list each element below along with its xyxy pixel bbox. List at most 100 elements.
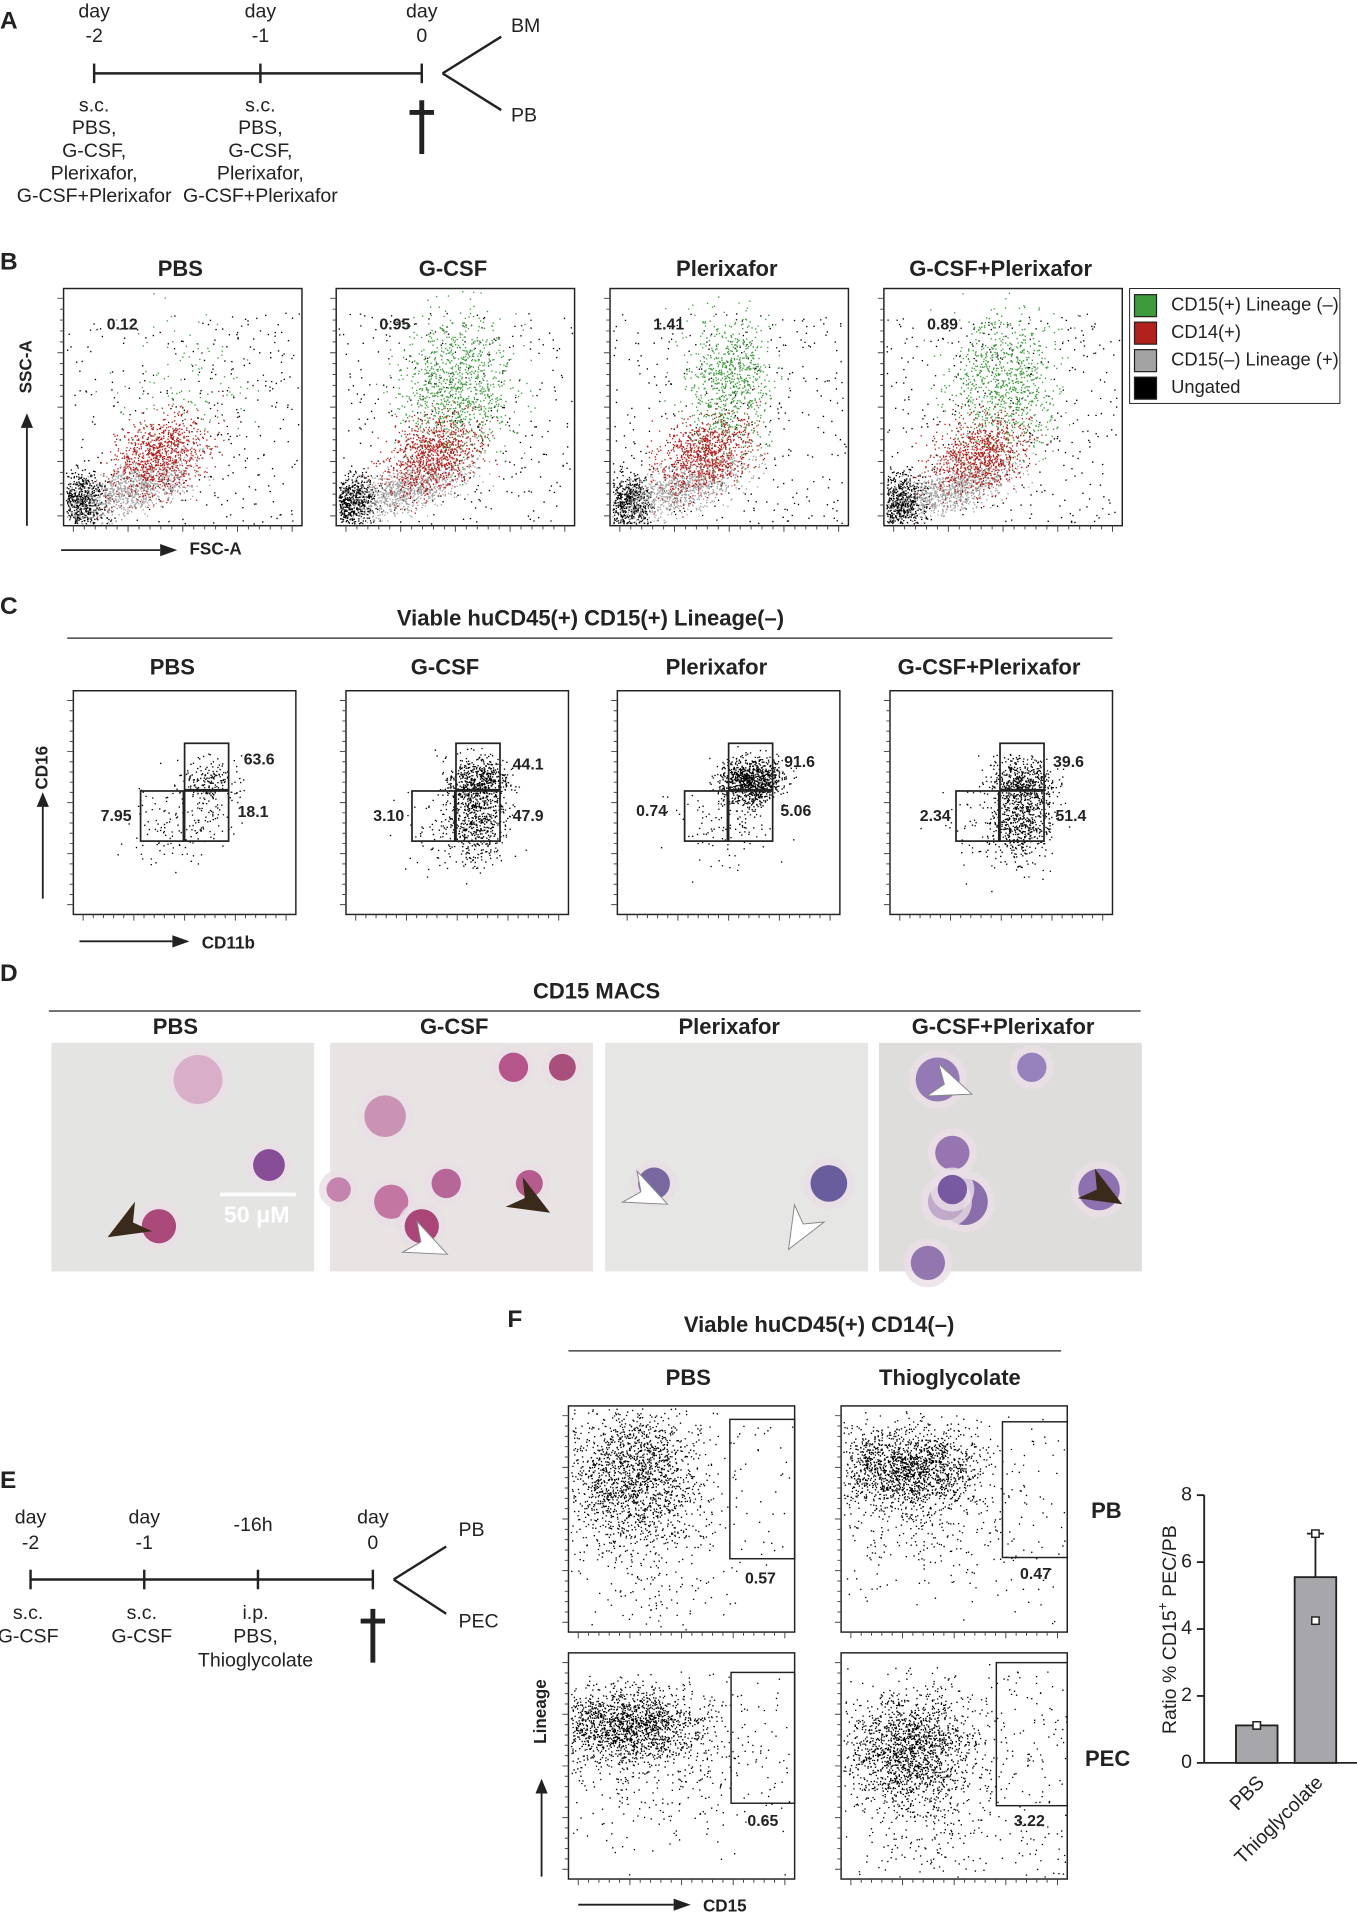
label: day — [357, 1507, 389, 1529]
label: s.c. — [245, 95, 275, 117]
y-axis-label-part: PEC/PB — [1159, 1525, 1181, 1602]
cell-nucleus — [515, 1169, 543, 1197]
legend-swatch — [1133, 376, 1158, 400]
label: PB — [511, 104, 537, 126]
line — [393, 1545, 447, 1581]
dot-cloud — [612, 445, 771, 524]
gate — [955, 790, 1000, 842]
label: 0.47 — [1020, 1566, 1051, 1583]
axis-ticks — [603, 297, 840, 532]
label: Ungated — [1171, 376, 1240, 397]
cell-nucleus — [374, 1184, 409, 1219]
label: 0 — [416, 25, 427, 47]
dot-cloud — [95, 390, 226, 519]
dot-cloud — [117, 779, 214, 874]
dot-cloud — [920, 775, 1042, 893]
x-tick-label: PBS — [1226, 1772, 1269, 1815]
label: 39.6 — [1053, 754, 1084, 771]
label: G-CSF+Plerixafor — [183, 185, 338, 207]
gate — [727, 790, 774, 842]
dot-cloud — [845, 1663, 1049, 1878]
label: Thioglycolate — [879, 1365, 1021, 1390]
arrow-head — [172, 935, 190, 948]
plot-frame — [889, 690, 1114, 916]
label: CD15 — [703, 1897, 747, 1914]
axis-ticks — [611, 700, 831, 921]
label: Viable huCD45(+) CD15(+) Lineage(–) — [397, 606, 784, 631]
bar — [1293, 1576, 1338, 1764]
label: FSC-A — [189, 540, 241, 559]
arrowhead — [400, 1219, 449, 1255]
label: PEC — [458, 1610, 498, 1632]
label: CD15(–) Lineage (+) — [1171, 348, 1339, 369]
label: G-CSF+Plerixafor — [912, 1014, 1095, 1039]
dot-cloud — [338, 457, 385, 525]
label: Plerixafor, — [51, 162, 138, 184]
gate — [999, 742, 1045, 791]
line — [392, 1578, 447, 1615]
cell-nucleus — [937, 1174, 968, 1205]
cell-nucleus — [173, 1055, 223, 1104]
y-axis-label-part: Ratio % CD15 — [1159, 1610, 1181, 1734]
label: A — [0, 7, 18, 34]
label: 63.6 — [244, 752, 275, 769]
label: 51.4 — [1055, 808, 1086, 825]
gate — [455, 790, 501, 842]
label: G-CSF — [411, 655, 479, 680]
plot-frame — [345, 690, 570, 916]
dot-cloud — [166, 770, 243, 865]
y-tick-label: 0 — [1181, 1751, 1192, 1773]
gate — [727, 742, 774, 791]
gate — [999, 790, 1045, 842]
arrowhead — [107, 1201, 153, 1238]
cell-nucleus — [1017, 1052, 1047, 1082]
label: SSC-A — [16, 340, 35, 393]
axis-ticks — [67, 700, 287, 921]
cell-nucleus — [431, 1168, 461, 1199]
label: PBS, — [238, 117, 283, 139]
label: G-CSF, — [62, 140, 126, 162]
label: BM — [511, 15, 540, 37]
arrowhead — [925, 1062, 974, 1097]
dot-cloud — [612, 460, 658, 525]
dot-cloud — [571, 1408, 788, 1631]
y-tick-label: 8 — [1181, 1483, 1192, 1505]
cell-nucleus — [141, 1209, 177, 1244]
arrow-head — [160, 544, 178, 557]
label: day — [245, 0, 277, 22]
label: G-CSF+Plerixafor — [17, 185, 172, 207]
axis-ticks — [330, 297, 566, 532]
legend-frame — [1129, 288, 1341, 404]
label: B — [0, 248, 18, 275]
dot-cloud — [160, 753, 245, 809]
legend-swatch — [1133, 321, 1158, 345]
label: PB — [1091, 1498, 1122, 1523]
label: E — [0, 1467, 16, 1494]
axis-ticks — [834, 1415, 1058, 1639]
label: 3.22 — [1014, 1813, 1045, 1830]
label: -16h — [233, 1514, 272, 1536]
label: -2 — [22, 1532, 39, 1554]
plot-frame — [567, 1405, 796, 1633]
label: s.c. — [13, 1602, 43, 1624]
data-point — [1311, 1529, 1320, 1539]
label: PBS — [153, 1014, 198, 1039]
label: day — [78, 0, 110, 22]
cell-nucleus — [935, 1135, 970, 1170]
dot-cloud — [1005, 1418, 1066, 1625]
label: G-CSF — [111, 1626, 172, 1648]
label: G-CSF+Plerixafor — [898, 655, 1081, 680]
label: CD14(+) — [1171, 321, 1241, 342]
dot-cloud — [612, 313, 847, 525]
dot-cloud — [709, 745, 798, 816]
label: 44.1 — [513, 757, 544, 774]
axis-ticks — [877, 297, 1113, 532]
axis-ticks — [339, 700, 560, 921]
label: PBS, — [233, 1626, 278, 1648]
line — [441, 35, 502, 75]
gate — [455, 742, 501, 791]
dot-cloud — [66, 464, 116, 525]
label: 3.10 — [373, 808, 404, 825]
y-axis-label: Ratio % CD15+ PEC/PB — [1155, 1525, 1181, 1734]
